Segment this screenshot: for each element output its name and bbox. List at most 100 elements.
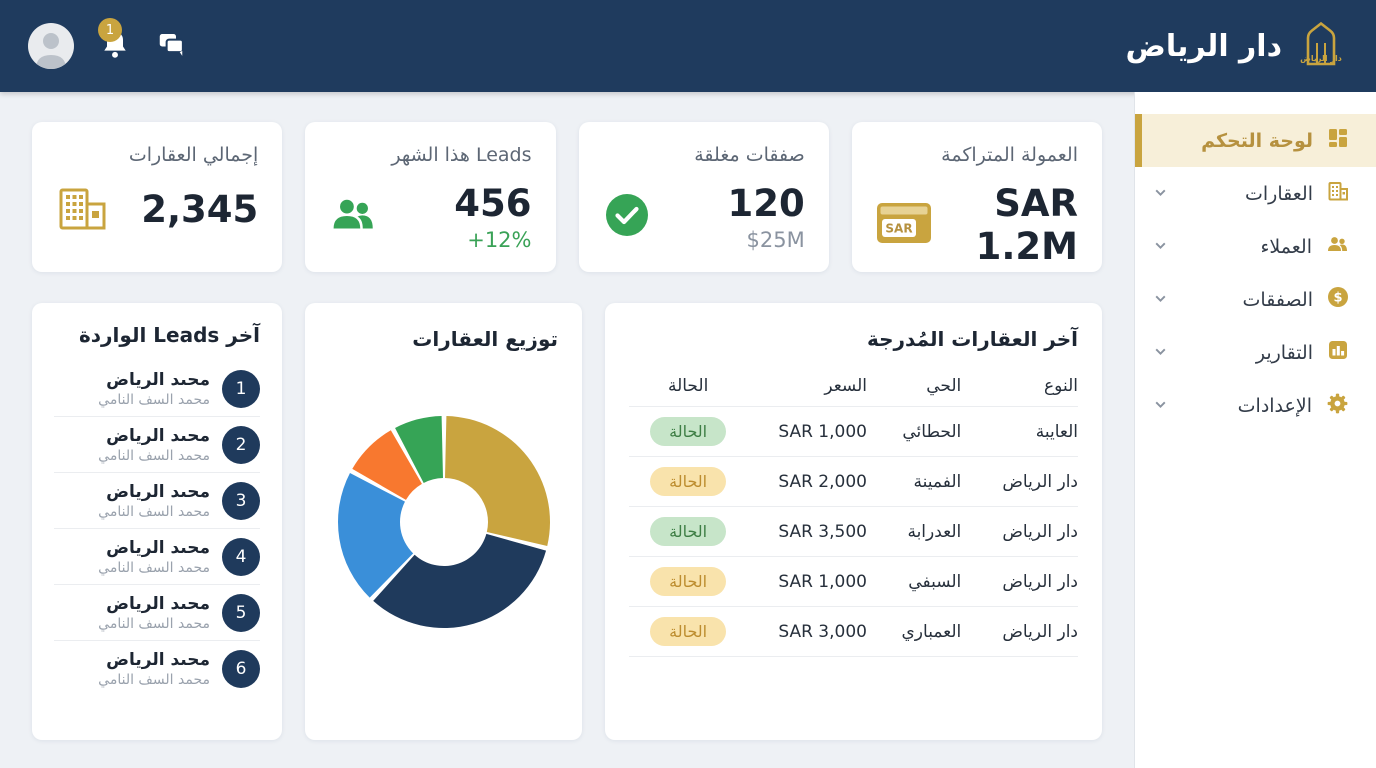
sidebar-item-dashboard[interactable]: لوحة التحكم: [1135, 114, 1376, 167]
lead-list-item[interactable]: 3 محىد الرياض محمد السف النامي: [54, 473, 260, 529]
table-row: العايبة الحطائي SAR 1,000 الحالة: [629, 407, 1078, 457]
chevron-down-icon: [1153, 289, 1168, 311]
lead-subtitle: محمد السف النامي: [98, 560, 210, 576]
cell-price: SAR 3,000: [778, 621, 867, 642]
kpi-title: Leads هذا الشهر: [391, 144, 532, 166]
svg-text:SAR: SAR: [885, 222, 912, 236]
notifications-bell[interactable]: 1: [98, 18, 130, 64]
donut-chart: [337, 416, 550, 628]
cell-type: دار الرياض: [1002, 571, 1078, 592]
lead-list-item[interactable]: 2 محىد الرياض محمد السف النامي: [54, 417, 260, 473]
kpi-card-total-properties: إجمالي العقارات 2,345: [32, 122, 283, 272]
lead-subtitle: محمد السف النامي: [98, 392, 210, 408]
lead-subtitle: محمد السف النامي: [98, 448, 210, 464]
table-row: دار الرياض العمباري SAR 3,000 الحالة: [629, 607, 1078, 657]
lead-name: محىد الرياض: [106, 370, 210, 390]
topbar-actions: 1: [28, 18, 186, 69]
sidebar-item-label: العقارات: [1245, 182, 1313, 205]
lead-list-item[interactable]: 1 محىد الرياض محمد السف النامي: [54, 361, 260, 417]
chevron-down-icon: [1153, 395, 1168, 417]
table-header: النوع الحي السعر الحالة: [629, 365, 1078, 407]
cell-price: SAR 1,000: [778, 421, 867, 442]
table-row: دار الرياض السبفي SAR 1,000 الحالة: [629, 557, 1078, 607]
table-row: دار الرياض العدرابة SAR 3,500 الحالة: [629, 507, 1078, 557]
cell-type: دار الرياض: [1002, 621, 1078, 642]
kpi-sub: $25M: [746, 228, 805, 252]
cell-price: SAR 2,000: [778, 471, 867, 492]
kpi-title: العمولة المتراكمة: [941, 144, 1078, 166]
kpi-value: SAR 1.2M: [975, 182, 1078, 268]
kpi-card-leads-month: Leads هذا الشهر 456 +12%: [305, 122, 556, 272]
brand-name: دار الرياض: [1125, 28, 1282, 64]
status-badge: الحالة: [650, 567, 727, 596]
user-avatar[interactable]: [28, 23, 74, 69]
sidebar-item-clients[interactable]: العملاء: [1135, 220, 1376, 273]
main-content: العمولة المتراكمة SAR 1.2M SAR: [0, 92, 1134, 768]
building-icon: [56, 182, 110, 236]
chevron-down-icon: [1153, 342, 1168, 364]
column-header-type: النوع: [1044, 375, 1078, 396]
kpi-title: إجمالي العقارات: [128, 144, 259, 166]
chat-icon[interactable]: [156, 29, 186, 63]
lead-name: محىد الرياض: [106, 538, 210, 558]
lead-name: محىد الرياض: [106, 482, 210, 502]
check-circle-icon: [603, 191, 651, 243]
latest-leads-card: آخر Leads الواردة 1 محىد الرياض محمد الس…: [32, 303, 282, 740]
people-icon: [329, 192, 379, 242]
lead-name: محىد الرياض: [106, 650, 210, 670]
card-title: توزيع العقارات: [412, 327, 558, 351]
lead-subtitle: محمد السف النامي: [98, 672, 210, 688]
svg-text:$: $: [1333, 291, 1342, 306]
lead-name: محىد الرياض: [106, 594, 210, 614]
sidebar-item-label: لوحة التحكم: [1201, 129, 1313, 152]
cell-district: الفمينة: [913, 471, 962, 492]
lead-subtitle: محمد السف النامي: [98, 616, 210, 632]
donut-segment: [372, 533, 546, 628]
kpi-value: 456: [454, 182, 532, 225]
lead-subtitle: محمد السف النامي: [98, 504, 210, 520]
sidebar-item-settings[interactable]: الإعدادات: [1135, 379, 1376, 432]
sar-banknote-icon: SAR: [876, 201, 932, 249]
lead-list-item[interactable]: 4 محىد الرياض محمد السف النامي: [54, 529, 260, 585]
cell-type: دار الرياض: [1002, 521, 1078, 542]
status-badge: الحالة: [650, 467, 727, 496]
chevron-down-icon: [1153, 236, 1168, 258]
kpi-card-closed-deals: صفقات مغلقة 120 $25M: [578, 122, 829, 272]
table-row: دار الرياض الفمينة SAR 2,000 الحالة: [629, 457, 1078, 507]
sidebar-item-reports[interactable]: التقارير: [1135, 326, 1376, 379]
cell-district: العمباري: [901, 621, 962, 642]
property-distribution-card: توزيع العقارات: [305, 303, 582, 740]
sidebar-item-properties[interactable]: العقارات: [1135, 167, 1376, 220]
svg-text:دار الرياض: دار الرياض: [1300, 54, 1342, 64]
topbar: دار الرياض دار الرياض 1: [0, 0, 1376, 92]
lead-number-badge: 6: [222, 650, 260, 688]
latest-properties-card: آخر العقارات المُدرجة النوع الحي السعر ا…: [605, 303, 1102, 740]
lead-number-badge: 3: [222, 482, 260, 520]
cell-price: SAR 1,000: [778, 571, 867, 592]
card-title: آخر العقارات المُدرجة: [866, 327, 1078, 351]
lead-list-item[interactable]: 6 محىد الرياض محمد السف النامي: [54, 641, 260, 696]
kpi-title: صفقات مغلقة: [694, 144, 805, 166]
cell-district: العدرابة: [907, 521, 962, 542]
status-badge: الحالة: [650, 517, 727, 546]
building-icon: [1326, 179, 1350, 208]
brand-house-icon: دار الرياض: [1294, 17, 1348, 75]
dollar-circle-icon: $: [1326, 285, 1350, 314]
donut-segment: [444, 416, 550, 547]
kpi-value: 120: [727, 182, 805, 225]
dashboard-grid-icon: [1326, 126, 1350, 155]
chevron-down-icon: [1153, 183, 1168, 205]
kpi-value: 2,345: [141, 187, 259, 231]
column-header-status: الحالة: [667, 375, 709, 396]
brand: دار الرياض دار الرياض: [1126, 17, 1349, 75]
lead-list-item[interactable]: 5 محىد الرياض محمد السف النامي: [54, 585, 260, 641]
sidebar-item-deals[interactable]: $ الصفقات: [1135, 273, 1376, 326]
column-header-price: السعر: [824, 375, 867, 396]
gear-icon: [1325, 391, 1350, 421]
cell-district: السبفي: [908, 571, 962, 592]
cell-price: SAR 3,500: [778, 521, 867, 542]
donut-segment: [337, 473, 413, 598]
cards-row: آخر العقارات المُدرجة النوع الحي السعر ا…: [32, 303, 1102, 740]
sidebar: لوحة التحكم العقارات: [1134, 92, 1376, 768]
lead-number-badge: 4: [222, 538, 260, 576]
